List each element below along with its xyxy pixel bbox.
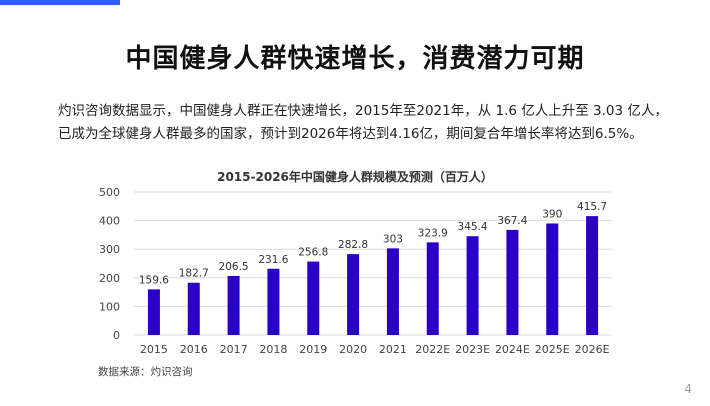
data-label: 206.5 bbox=[219, 261, 249, 273]
x-tick-label: 2024E bbox=[495, 343, 530, 356]
y-tick-label: 200 bbox=[99, 272, 120, 285]
x-tick-label: 2017 bbox=[220, 343, 248, 356]
accent-bar bbox=[0, 0, 120, 5]
y-tick-label: 400 bbox=[99, 215, 120, 228]
data-label: 415.7 bbox=[577, 201, 607, 213]
intro-paragraph: 灼识咨询数据显示，中国健身人群正在快速增长，2015年至2021年，从 1.6 … bbox=[58, 103, 668, 142]
x-tick-label: 2020 bbox=[339, 343, 367, 356]
x-tick-label: 2016 bbox=[180, 343, 208, 356]
page-number: 4 bbox=[684, 382, 692, 396]
y-tick-label: 300 bbox=[99, 243, 120, 256]
data-label: 182.7 bbox=[179, 268, 209, 280]
bar bbox=[586, 216, 599, 335]
data-label: 231.6 bbox=[258, 254, 288, 266]
bar bbox=[227, 275, 240, 335]
data-label: 303 bbox=[383, 233, 403, 245]
data-label: 367.4 bbox=[497, 215, 527, 227]
bar bbox=[307, 261, 320, 335]
bar bbox=[267, 268, 280, 335]
bar bbox=[147, 289, 160, 335]
bar bbox=[347, 254, 360, 335]
x-tick-label: 2025E bbox=[535, 343, 570, 356]
bar bbox=[546, 223, 559, 335]
data-source: 数据来源：灼识咨询 bbox=[98, 366, 193, 378]
data-label: 256.8 bbox=[298, 247, 328, 259]
bar bbox=[466, 236, 479, 335]
x-tick-label: 2022E bbox=[415, 343, 450, 356]
y-tick-label: 0 bbox=[113, 329, 120, 342]
data-label: 390 bbox=[542, 208, 562, 220]
bar bbox=[506, 229, 519, 335]
data-label: 345.4 bbox=[458, 221, 488, 233]
x-tick-label: 2023E bbox=[455, 343, 490, 356]
chart-title: 2015-2026年中国健身人群规模及预测（百万人） bbox=[217, 170, 493, 184]
x-tick-label: 2015 bbox=[140, 343, 168, 356]
bar bbox=[386, 248, 399, 335]
data-label: 282.8 bbox=[338, 239, 368, 251]
bar bbox=[426, 242, 439, 335]
x-tick-label: 2018 bbox=[259, 343, 287, 356]
y-tick-label: 100 bbox=[99, 300, 120, 313]
x-tick-label: 2026E bbox=[575, 343, 610, 356]
x-tick-label: 2021 bbox=[379, 343, 407, 356]
data-label: 159.6 bbox=[139, 274, 169, 286]
bar bbox=[187, 282, 200, 335]
x-tick-label: 2019 bbox=[299, 343, 327, 356]
data-label: 323.9 bbox=[418, 227, 448, 239]
y-tick-label: 500 bbox=[99, 186, 120, 199]
slide-title: 中国健身人群快速增长，消费潜力可期 bbox=[125, 44, 585, 74]
